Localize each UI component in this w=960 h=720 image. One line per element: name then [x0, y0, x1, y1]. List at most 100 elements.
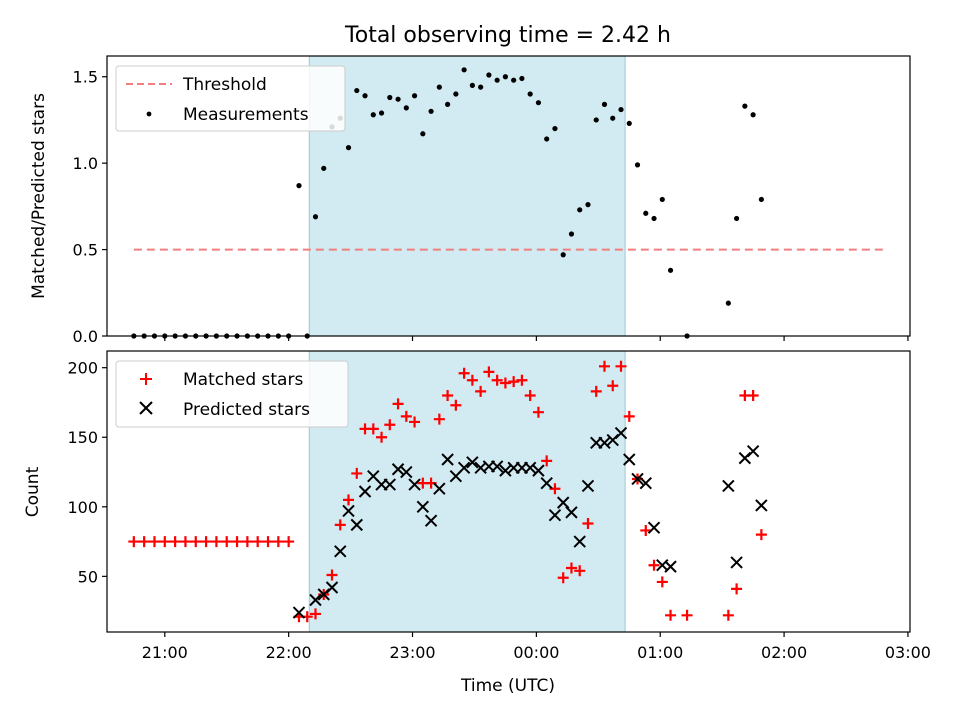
measurement-point [535, 100, 542, 106]
predicted-point [755, 499, 768, 512]
y-tick-label: 150 [67, 428, 98, 447]
predicted-point [614, 426, 628, 440]
matched-point [574, 565, 586, 577]
matched-point [252, 536, 264, 548]
y-tick-label: 50 [78, 567, 98, 586]
matched-point [565, 562, 577, 574]
measurement-point [387, 94, 393, 101]
matched-point [648, 559, 660, 571]
observing-window-shade [308, 350, 626, 633]
measurement-point [552, 125, 558, 132]
predicted-point [358, 485, 372, 498]
predicted-point [466, 456, 479, 469]
matched-point [442, 390, 454, 402]
top-legend: Threshold Measurements [115, 65, 346, 132]
measurement-point [643, 210, 649, 216]
matched-point [272, 536, 284, 548]
predicted-point [391, 463, 405, 476]
measurements-legend-label: Measurements [183, 105, 309, 125]
matched-point [283, 536, 295, 548]
measurement-point [445, 101, 451, 107]
measurement-point [411, 93, 418, 99]
matched-point [148, 536, 160, 548]
y-tick-label: 0.5 [73, 241, 98, 260]
predicted-point [746, 444, 760, 458]
top-panel-ylabel: Matched/Predicted stars [29, 93, 49, 299]
matched-point [392, 398, 404, 410]
measurement-point [403, 105, 409, 111]
y-tick-label: 0.0 [73, 327, 98, 346]
measurement-point [734, 215, 740, 222]
matched-point [200, 536, 212, 548]
measurement-point [750, 112, 756, 118]
matched-point [557, 572, 569, 584]
predicted-point [556, 496, 570, 509]
measurement-point [321, 165, 327, 171]
predicted-point [532, 464, 545, 477]
matched-point [607, 380, 619, 392]
measurement-point [742, 103, 748, 109]
predicted-point [433, 482, 446, 495]
measurement-point [428, 108, 434, 114]
matched-point [138, 536, 150, 548]
predicted-point [325, 581, 339, 594]
matched-point [433, 413, 445, 425]
matched-point [541, 455, 553, 467]
predicted-point [416, 500, 430, 514]
matched-legend-marker [140, 373, 152, 385]
matched-point [221, 536, 233, 548]
x-tick-label: 03:00 [885, 643, 931, 662]
matched-point [524, 390, 536, 402]
matched-point [466, 374, 478, 386]
measurement-point [519, 75, 525, 82]
measurement-point [651, 215, 657, 222]
measurement-point [626, 120, 632, 127]
matched-point [532, 406, 544, 418]
matched-point [731, 583, 743, 595]
matched-point [747, 390, 759, 402]
matched-point [640, 524, 652, 536]
predicted-point [350, 518, 363, 532]
matched-point [722, 609, 734, 621]
y-tick-label: 1.0 [73, 154, 98, 173]
matched-point [475, 385, 487, 397]
measurement-point [420, 131, 426, 137]
bottom-panel-xlabel: Time (UTC) [460, 676, 555, 696]
matched-point [334, 519, 346, 531]
matched-point [491, 374, 503, 386]
measurement-point [560, 252, 566, 258]
measurement-point [511, 77, 517, 83]
measurement-point [362, 93, 368, 99]
matched-point [458, 367, 470, 379]
measurement-point [354, 87, 360, 94]
x-tick-label: 21:00 [142, 643, 188, 662]
measurement-point [494, 77, 500, 83]
matched-point [210, 536, 222, 548]
measurement-point [478, 84, 484, 90]
matched-point [400, 410, 412, 422]
measurement-point [593, 117, 599, 123]
predicted-point [334, 545, 347, 558]
matched-point [516, 374, 528, 386]
matched-point [590, 385, 602, 397]
measurement-point [502, 74, 509, 80]
bottom-panel-ylabel: Count [23, 466, 43, 517]
x-tick-label: 02:00 [761, 643, 807, 662]
predicted-point [730, 556, 743, 569]
threshold-legend-label: Threshold [182, 75, 267, 95]
matched-point [450, 399, 462, 411]
predicted-point [383, 478, 397, 491]
measurement-point [469, 82, 475, 88]
matched-point [190, 536, 202, 548]
x-tick-label: 23:00 [389, 643, 435, 662]
measurement-point [370, 112, 376, 118]
x-tick-label: 00:00 [513, 643, 559, 662]
predicted-point [342, 504, 355, 518]
matched-point [343, 494, 355, 506]
measurement-point [395, 96, 401, 102]
measurement-point [577, 207, 583, 213]
matched-point [598, 360, 610, 372]
predicted-point [722, 479, 735, 493]
measurement-point [659, 196, 665, 203]
predicted-point [664, 560, 677, 573]
